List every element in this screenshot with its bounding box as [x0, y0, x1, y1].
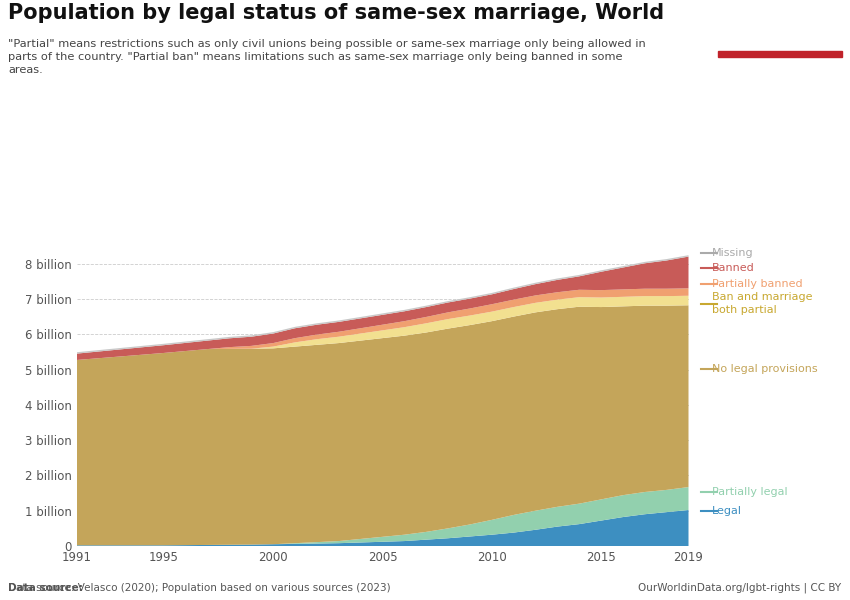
Text: Data source: Velasco (2020); Population based on various sources (2023): Data source: Velasco (2020); Population … — [8, 583, 391, 593]
Text: Data source:: Data source: — [8, 583, 83, 593]
Text: Missing: Missing — [712, 248, 754, 258]
Text: Partially legal: Partially legal — [712, 487, 788, 497]
Bar — [718, 51, 842, 57]
Text: "Partial" means restrictions such as only civil unions being possible or same-se: "Partial" means restrictions such as onl… — [8, 39, 646, 76]
Text: No legal provisions: No legal provisions — [712, 364, 818, 374]
Text: Population by legal status of same-sex marriage, World: Population by legal status of same-sex m… — [8, 3, 665, 23]
Text: Banned: Banned — [712, 263, 755, 273]
Text: OurWorldinData.org/lgbt-rights | CC BY: OurWorldinData.org/lgbt-rights | CC BY — [638, 582, 842, 593]
Text: Partially banned: Partially banned — [712, 279, 803, 289]
Text: Ban and marriage
both partial: Ban and marriage both partial — [712, 292, 813, 315]
Text: Our World
in Data: Our World in Data — [746, 14, 813, 43]
Text: Legal: Legal — [712, 506, 742, 516]
